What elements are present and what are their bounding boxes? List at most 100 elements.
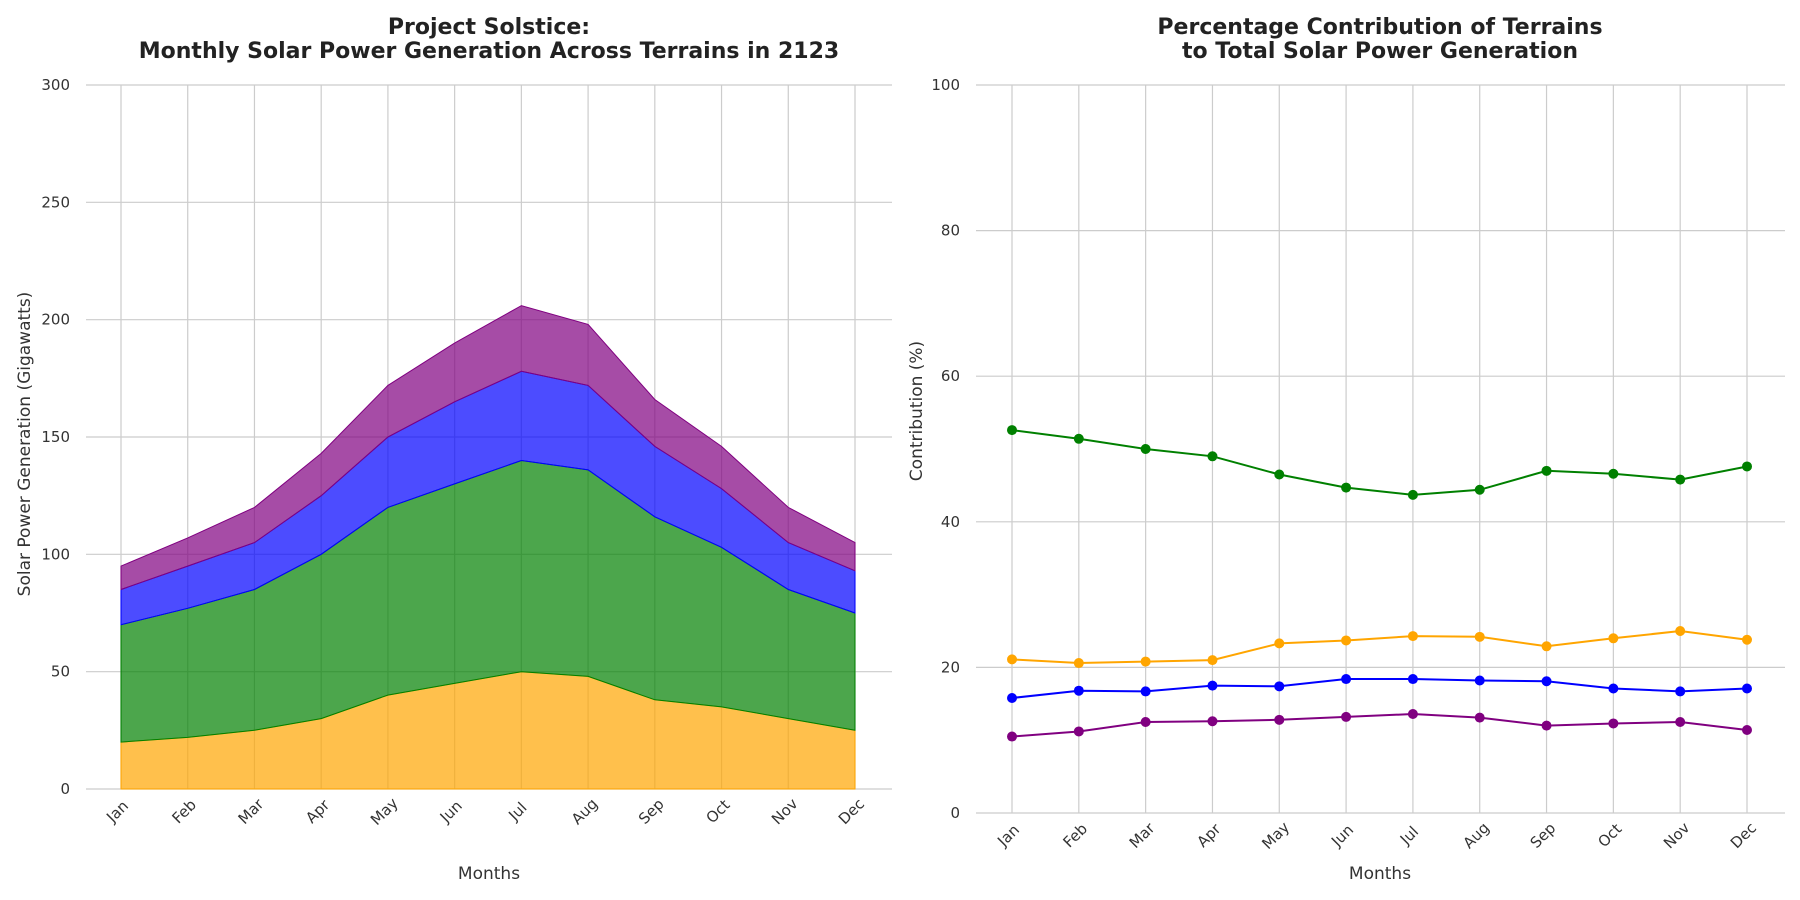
y-tick-label: 200 bbox=[41, 311, 70, 329]
x-tick-label: Mar bbox=[1126, 819, 1159, 852]
data-point bbox=[1474, 631, 1485, 642]
data-point bbox=[1073, 685, 1084, 696]
data-point bbox=[1274, 469, 1285, 480]
data-point bbox=[1474, 484, 1485, 495]
data-point bbox=[1407, 631, 1418, 642]
y-tick-labels: 0 20 40 60 80 100 bbox=[931, 76, 960, 822]
data-point bbox=[1742, 634, 1752, 645]
x-tick-label: Jan bbox=[993, 821, 1023, 851]
y-tick-labels: 0 50 100 150 200 250 300 bbox=[41, 76, 70, 798]
data-point bbox=[1341, 635, 1352, 646]
series-line bbox=[1011, 429, 1748, 496]
data-point bbox=[1675, 686, 1686, 697]
y-tick-label: 80 bbox=[941, 222, 960, 240]
chart-title-line-2: Monthly Solar Power Generation Across Te… bbox=[139, 39, 839, 64]
data-point bbox=[1541, 641, 1552, 652]
line-series-2 bbox=[1007, 626, 1752, 669]
chart-title-line-2: to Total Solar Power Generation bbox=[1182, 39, 1578, 64]
chart-title-line-1: Percentage Contribution of Terrains bbox=[1157, 15, 1602, 40]
data-point bbox=[1207, 451, 1218, 462]
x-tick-label: Apr bbox=[302, 795, 334, 827]
x-tick-label: Feb bbox=[1060, 820, 1092, 852]
y-tick-label: 0 bbox=[950, 804, 960, 822]
x-tick-label: Mar bbox=[235, 795, 268, 828]
data-point bbox=[1742, 725, 1752, 736]
data-point bbox=[1140, 686, 1151, 697]
x-tick-labels: Jan Feb Mar Apr May Jun Jul Aug Sep Oct Nov Dec bbox=[102, 794, 868, 829]
y-tick-label: 100 bbox=[41, 545, 70, 563]
x-tick-label: Aug bbox=[1459, 819, 1492, 852]
area-series-4 bbox=[120, 305, 856, 591]
data-point bbox=[1541, 465, 1552, 476]
data-point bbox=[1140, 656, 1151, 667]
data-point bbox=[1341, 674, 1352, 685]
x-tick-label: Jul bbox=[504, 799, 530, 825]
percentage-line-chart: Percentage Contribution of Terrains to T… bbox=[907, 15, 1785, 884]
x-tick-label: Jul bbox=[1396, 823, 1422, 849]
x-tick-label: Oct bbox=[1594, 820, 1625, 851]
x-tick-label: Dec bbox=[835, 795, 868, 828]
data-point bbox=[1007, 425, 1017, 436]
y-tick-label: 60 bbox=[941, 367, 960, 385]
data-point bbox=[1073, 658, 1084, 669]
data-point bbox=[1207, 680, 1218, 691]
x-tick-label: Sep bbox=[1527, 819, 1560, 852]
data-point bbox=[1608, 683, 1619, 694]
area-series bbox=[120, 305, 856, 790]
series-line bbox=[1011, 712, 1748, 738]
x-tick-label: Oct bbox=[702, 796, 733, 827]
data-point bbox=[1474, 675, 1485, 686]
line-series-4 bbox=[1007, 708, 1752, 742]
data-point bbox=[1274, 638, 1285, 649]
x-tick-label: Nov bbox=[768, 795, 802, 829]
data-point bbox=[1073, 726, 1084, 737]
y-tick-label: 150 bbox=[41, 428, 70, 446]
data-point bbox=[1608, 633, 1619, 644]
data-point bbox=[1007, 731, 1017, 742]
data-point bbox=[1207, 655, 1218, 666]
x-tick-label: Jun bbox=[1327, 821, 1357, 851]
x-tick-label: May bbox=[1258, 818, 1293, 853]
data-point bbox=[1007, 692, 1017, 703]
y-axis-label: Contribution (%) bbox=[907, 341, 927, 481]
y-tick-label: 40 bbox=[941, 513, 960, 531]
x-axis-label: Months bbox=[1349, 864, 1411, 884]
x-axis-label: Months bbox=[458, 864, 520, 884]
grid-lines bbox=[976, 84, 1785, 814]
x-tick-label: Sep bbox=[635, 795, 668, 828]
y-tick-label: 250 bbox=[41, 193, 70, 211]
x-tick-label: Aug bbox=[568, 795, 601, 828]
data-point bbox=[1407, 489, 1418, 500]
data-point bbox=[1675, 626, 1686, 636]
x-tick-label: Nov bbox=[1660, 819, 1694, 853]
data-point bbox=[1742, 683, 1752, 694]
data-point bbox=[1608, 718, 1619, 729]
data-point bbox=[1140, 717, 1151, 727]
data-point bbox=[1073, 433, 1084, 444]
data-point bbox=[1608, 468, 1619, 479]
line-series-3 bbox=[1007, 674, 1752, 703]
data-point bbox=[1407, 708, 1418, 719]
line-series bbox=[1007, 425, 1752, 742]
data-point bbox=[1407, 674, 1418, 685]
y-tick-label: 300 bbox=[41, 76, 70, 94]
x-tick-label: Dec bbox=[1727, 819, 1760, 852]
stacked-area-chart: Project Solstice: Monthly Solar Power Ge… bbox=[15, 15, 892, 884]
y-tick-label: 50 bbox=[51, 663, 70, 681]
series-line bbox=[1011, 678, 1748, 699]
chart-title-line-1: Project Solstice: bbox=[388, 15, 590, 40]
y-tick-label: 20 bbox=[941, 658, 960, 676]
x-tick-label: May bbox=[367, 794, 402, 829]
x-tick-label: Jun bbox=[436, 797, 466, 827]
y-tick-label: 0 bbox=[60, 780, 70, 798]
x-tick-label: Jan bbox=[102, 797, 132, 827]
data-point bbox=[1341, 711, 1352, 722]
y-axis-label: Solar Power Generation (Gigawatts) bbox=[15, 292, 35, 597]
data-point bbox=[1675, 474, 1686, 485]
data-point bbox=[1541, 676, 1552, 687]
x-tick-labels: Jan Feb Mar Apr May Jun Jul Aug Sep Oct Nov Dec bbox=[993, 818, 1760, 853]
x-tick-label: Feb bbox=[168, 796, 200, 828]
data-point bbox=[1207, 716, 1218, 727]
x-tick-label: Apr bbox=[1193, 819, 1225, 851]
